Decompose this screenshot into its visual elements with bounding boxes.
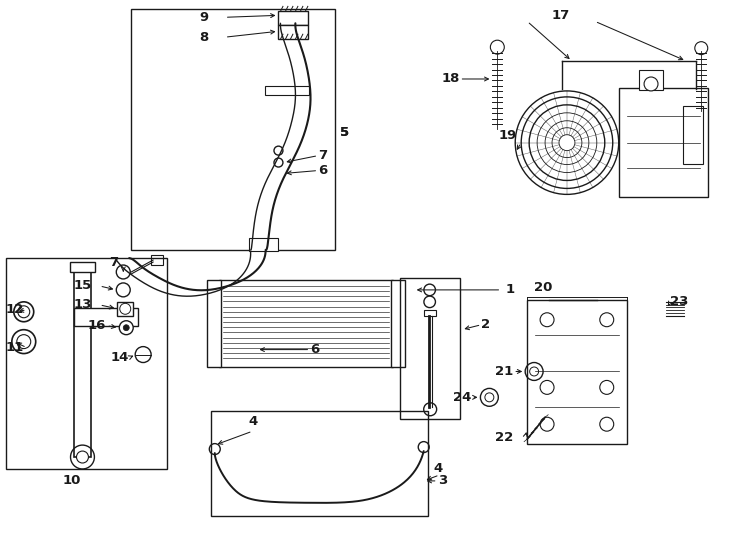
Bar <box>619 88 708 198</box>
Circle shape <box>695 42 708 55</box>
Text: 18: 18 <box>441 72 459 85</box>
Bar <box>211 411 428 516</box>
Circle shape <box>424 403 437 416</box>
Text: 13: 13 <box>73 298 92 312</box>
Circle shape <box>120 321 133 335</box>
Text: 5: 5 <box>340 126 349 139</box>
Bar <box>683 106 703 164</box>
Circle shape <box>123 325 129 330</box>
Circle shape <box>116 283 130 297</box>
Bar <box>527 300 627 444</box>
Bar <box>219 280 393 368</box>
Bar <box>278 25 308 39</box>
Circle shape <box>490 40 504 54</box>
Text: 17: 17 <box>552 9 570 22</box>
Circle shape <box>485 393 494 402</box>
Bar <box>639 70 664 90</box>
Text: 23: 23 <box>670 295 688 308</box>
Circle shape <box>120 303 131 314</box>
Text: 9: 9 <box>200 11 208 24</box>
Bar <box>6 258 167 469</box>
Bar <box>424 310 436 316</box>
Text: 11: 11 <box>6 341 24 354</box>
Text: 12: 12 <box>6 303 24 316</box>
Text: 2: 2 <box>482 318 490 331</box>
Bar <box>73 270 92 457</box>
Bar <box>278 11 308 25</box>
Bar <box>391 280 405 368</box>
Text: 14: 14 <box>111 351 129 364</box>
Bar <box>207 280 221 368</box>
Text: 10: 10 <box>62 475 81 488</box>
Text: 8: 8 <box>200 31 208 44</box>
Text: 3: 3 <box>437 475 447 488</box>
Text: 6: 6 <box>319 164 327 177</box>
Text: 24: 24 <box>453 391 471 404</box>
Text: 4: 4 <box>248 415 257 428</box>
Bar <box>131 9 335 250</box>
Circle shape <box>644 77 658 91</box>
Bar <box>151 255 163 265</box>
Circle shape <box>530 367 539 376</box>
Text: 15: 15 <box>73 279 92 293</box>
Bar <box>117 302 133 316</box>
Bar <box>73 308 138 326</box>
Bar <box>249 238 278 251</box>
Circle shape <box>76 451 88 463</box>
Bar <box>264 86 309 95</box>
Text: 20: 20 <box>534 281 552 294</box>
Text: 19: 19 <box>499 129 517 142</box>
Text: 21: 21 <box>495 365 513 378</box>
Text: 7: 7 <box>109 255 118 268</box>
Text: 22: 22 <box>495 430 513 444</box>
Bar <box>400 278 459 419</box>
Text: 5: 5 <box>340 126 349 139</box>
Text: 7: 7 <box>319 149 327 162</box>
Text: 6: 6 <box>310 343 319 356</box>
Text: 1: 1 <box>505 284 515 296</box>
Text: 16: 16 <box>88 319 106 332</box>
Bar <box>70 262 95 272</box>
Text: 4: 4 <box>434 462 443 476</box>
